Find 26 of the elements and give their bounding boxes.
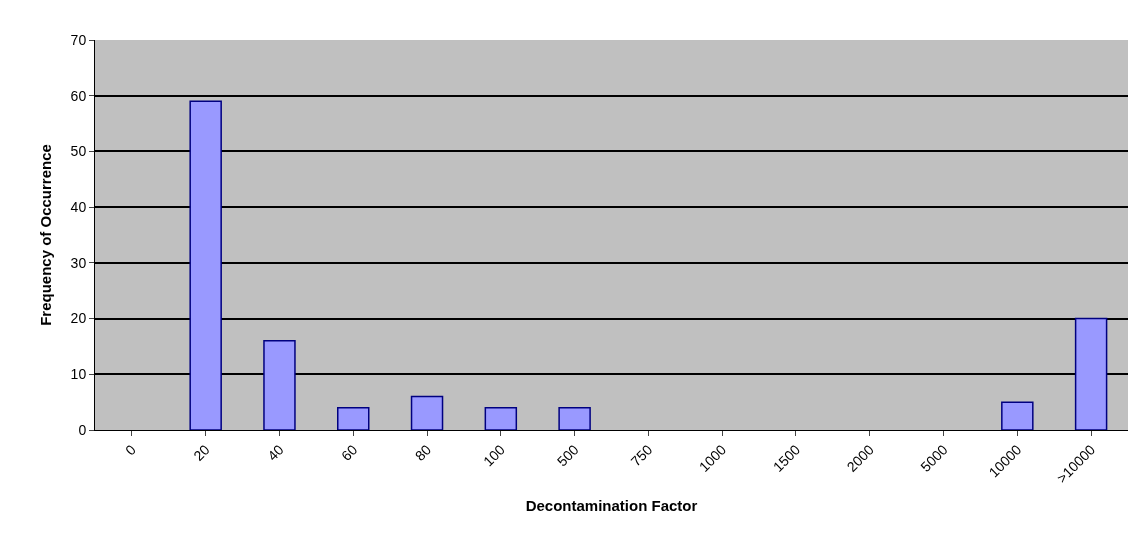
x-tick-label: 80	[411, 441, 435, 464]
y-tick-label: 20	[70, 310, 87, 327]
bar	[410, 395, 444, 430]
x-tick-label: 500	[553, 441, 582, 470]
bar	[337, 406, 370, 430]
x-tick-label: 750	[627, 441, 656, 470]
x-tick-label: 100	[480, 441, 509, 470]
y-axis-title: Frequency of Occurrence	[36, 144, 54, 326]
y-tick-label: 0	[78, 421, 87, 438]
x-axis-title: Decontamination Factor	[525, 497, 698, 515]
x-tick-label: 20	[190, 441, 213, 464]
y-tick-label: 30	[70, 254, 87, 271]
bar	[484, 406, 518, 430]
x-tick-label: 40	[264, 441, 287, 464]
bar	[1001, 401, 1034, 430]
x-tick-label: 60	[337, 441, 361, 464]
bar	[558, 406, 591, 430]
bar	[189, 100, 222, 430]
bar	[1074, 317, 1108, 430]
y-tick-label: 70	[70, 31, 87, 48]
y-tick-label: 10	[70, 366, 87, 383]
y-tick-label: 50	[70, 143, 87, 160]
x-tick-label: 0	[122, 441, 140, 459]
y-tick-label: 40	[70, 199, 87, 216]
y-tick-label: 60	[70, 87, 87, 104]
bar	[263, 340, 296, 430]
